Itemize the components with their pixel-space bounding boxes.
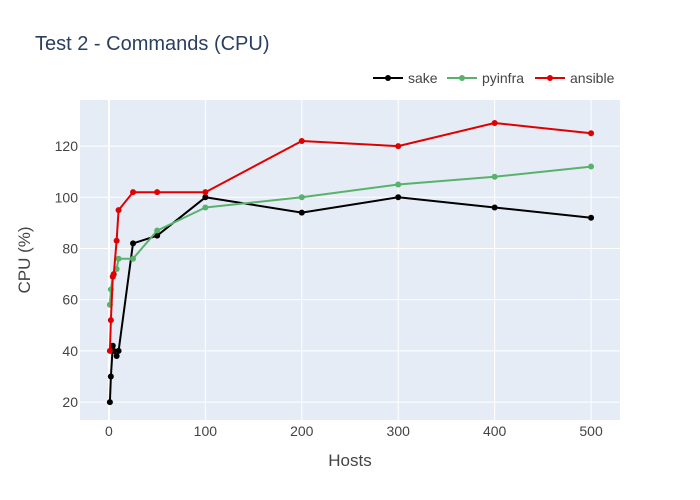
data-point-sake — [491, 204, 498, 211]
legend: sake pyinfra ansible — [373, 70, 615, 86]
x-tick-label: 0 — [105, 423, 113, 439]
data-point-sake — [113, 353, 120, 359]
y-tick-label: 100 — [55, 189, 79, 205]
legend-item-sake: sake — [373, 70, 438, 86]
data-point-ansible — [395, 143, 402, 150]
legend-label: sake — [408, 70, 438, 86]
data-point-ansible — [113, 237, 120, 244]
plot-area — [80, 100, 620, 420]
series-layer — [106, 120, 595, 406]
data-point-sake — [115, 347, 122, 354]
data-point-pyinfra — [130, 255, 137, 262]
legend-label: ansible — [570, 70, 615, 86]
x-tick-label: 400 — [483, 423, 507, 439]
data-point-ansible — [115, 207, 122, 214]
x-tick-label: 200 — [290, 423, 314, 439]
legend-swatch-marker — [459, 75, 465, 81]
data-point-ansible — [298, 137, 305, 144]
x-axis-title: Hosts — [328, 451, 371, 470]
legend-item-ansible: ansible — [535, 70, 615, 86]
y-tick-label: 60 — [62, 292, 78, 308]
data-point-sake — [202, 194, 209, 201]
data-point-ansible — [588, 130, 595, 137]
data-point-ansible — [491, 120, 498, 127]
data-point-sake — [107, 373, 114, 380]
data-point-pyinfra — [202, 204, 209, 211]
data-point-ansible — [202, 189, 209, 196]
data-point-ansible — [107, 317, 114, 324]
data-point-pyinfra — [154, 227, 161, 234]
data-point-pyinfra — [115, 255, 122, 262]
data-point-pyinfra — [298, 194, 305, 201]
y-tick-label: 40 — [62, 343, 78, 359]
y-tick-label: 120 — [55, 138, 79, 154]
legend-swatch-marker — [385, 75, 391, 81]
x-tick-label: 300 — [387, 423, 411, 439]
grid-lines — [80, 100, 620, 420]
legend-swatch-marker — [547, 75, 553, 81]
y-axis-title: CPU (%) — [15, 226, 34, 293]
data-point-pyinfra — [395, 181, 402, 188]
chart-title: Test 2 - Commands (CPU) — [35, 33, 270, 55]
legend-item-pyinfra: pyinfra — [447, 70, 524, 86]
data-point-ansible — [154, 189, 161, 196]
data-point-pyinfra — [491, 173, 498, 180]
data-point-sake — [154, 232, 161, 239]
series-sake — [106, 194, 595, 406]
data-point-ansible — [106, 347, 113, 354]
legend-label: pyinfra — [482, 70, 524, 86]
y-tick-label: 20 — [62, 394, 78, 410]
data-point-sake — [395, 194, 402, 201]
tick-labels: 0 100 200 300 400 500 20 40 60 80 100 120 — [55, 138, 603, 439]
data-point-pyinfra — [588, 163, 595, 170]
data-point-sake — [106, 399, 113, 406]
data-point-sake — [588, 214, 595, 221]
data-point-sake — [298, 209, 305, 216]
y-tick-label: 80 — [62, 240, 78, 256]
x-tick-label: 100 — [194, 423, 218, 439]
series-ansible — [106, 120, 595, 354]
data-point-ansible — [130, 189, 137, 196]
data-point-ansible — [110, 271, 117, 278]
data-point-sake — [130, 240, 137, 247]
x-tick-label: 500 — [579, 423, 603, 439]
data-point-sake — [109, 342, 116, 349]
